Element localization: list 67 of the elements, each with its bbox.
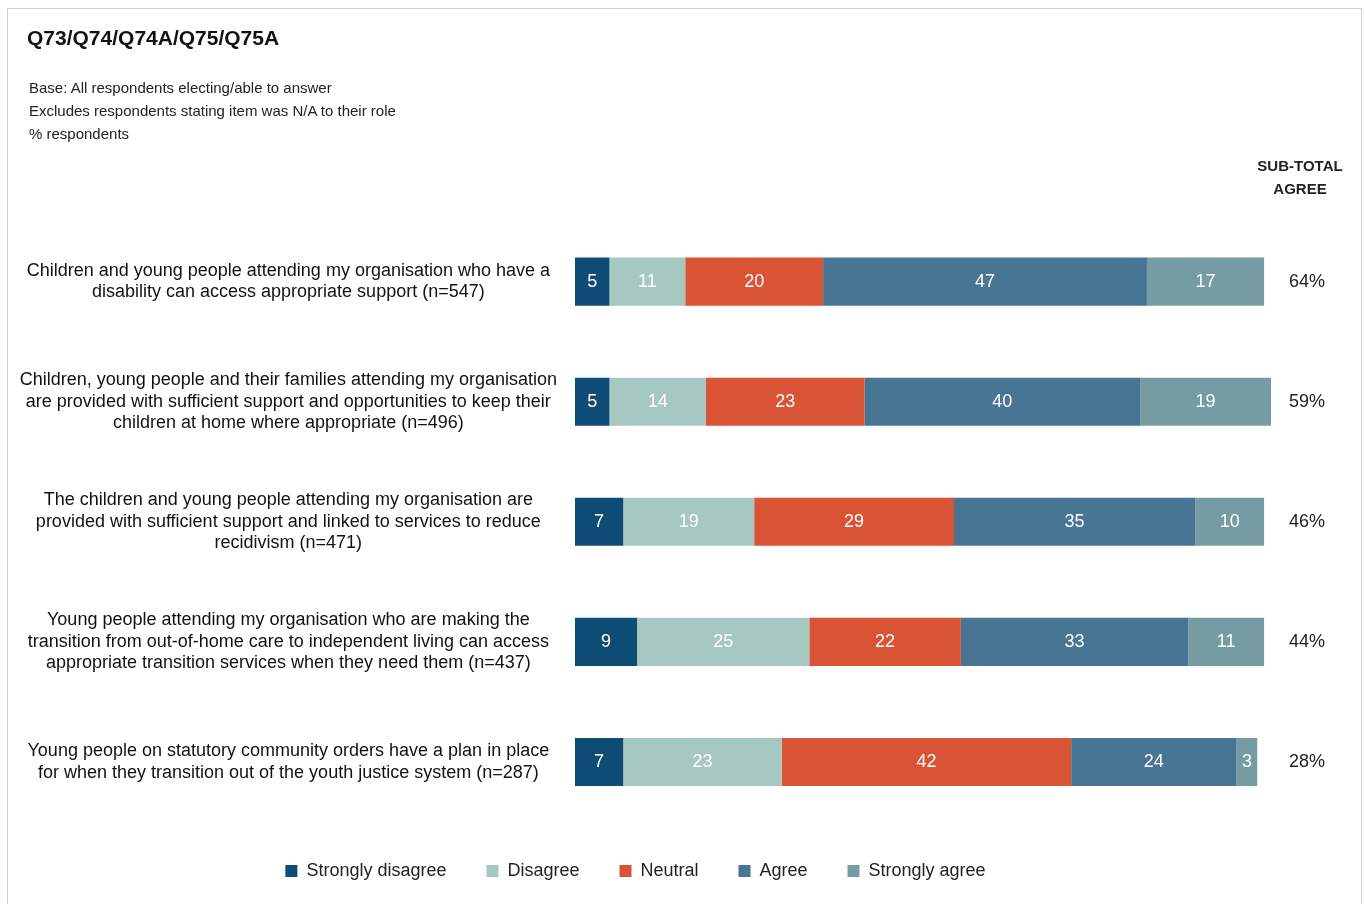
bar [781,737,1072,786]
legend-label: Agree [759,859,808,880]
bar [1188,617,1265,666]
bar [1071,737,1237,786]
bar [823,257,1147,306]
bar [609,257,686,306]
legend-label: Disagree [507,859,580,880]
data-label: 14 [647,390,668,411]
text: 64% [1289,270,1326,291]
data-label: 11 [638,270,657,291]
data-label: 10 [1219,510,1240,531]
bar [754,497,955,546]
bar [685,257,824,306]
data-label: 19 [678,510,699,531]
bar [864,377,1141,426]
bar [575,257,610,306]
y-tick-label: Children and young people attending my organisation who have a disability can access appropriate support (n=547) [26,259,551,302]
text: Base: All respondents electing/able to answer Excludes respondents stating item was N/A to their role % respondents [29,78,396,144]
text: 59% [1289,390,1326,411]
text: 28% [1289,750,1326,771]
data-label: 11 [1216,630,1236,651]
bar [609,377,706,426]
data-label: 35 [1064,510,1085,531]
legend-label: Strongly disagree [306,859,447,880]
legend-label: Strongly agree [868,859,986,880]
bar [809,617,961,666]
data-label: 23 [775,390,796,411]
text: 44% [1289,630,1326,651]
data-label: 22 [875,630,896,651]
text: SUB-TOTAL AGREE [1256,156,1344,199]
bar [705,377,865,426]
bar [623,737,782,786]
data-label: 20 [744,270,765,291]
data-label: 19 [1195,390,1216,411]
data-label: 3 [1241,750,1252,771]
bar [1146,257,1265,306]
data-label: 25 [713,630,734,651]
data-label: 17 [1195,270,1216,291]
data-label: 24 [1143,750,1164,771]
bar [960,617,1189,666]
bar [575,737,624,786]
legend-label: Neutral [640,859,699,880]
bar [954,497,1196,546]
bar [1195,497,1265,546]
y-tick-label: Young people attending my organisation who are making the transition from out-of-home care to independent living can access appropriate transition services when they need them (n=437) [27,609,549,673]
data-label: 9 [601,630,612,651]
data-label: 7 [594,510,605,531]
data-label: 23 [692,750,713,771]
bar [623,497,755,546]
data-label: 5 [587,390,598,411]
bar [575,497,624,546]
bar [1140,377,1271,426]
data-label: 42 [916,750,937,771]
y-tick-label: The children and young people attending my organisation are provided with sufficient support and linked to services to reduce recidivism (n=471) [35,489,541,553]
y-tick-label: Children, young people and their families attending my organisation are provided with sufficient support and opportunities to keep their children at home where appropriate (n=496) [19,369,557,433]
data-label: 33 [1064,630,1085,651]
data-label: 47 [975,270,996,291]
data-label: 29 [844,510,865,531]
data-label: 7 [594,750,605,771]
text: 46% [1289,510,1326,531]
bar [575,377,610,426]
data-label: 5 [587,270,598,291]
data-label: 40 [992,390,1013,411]
text: Q73/Q74/Q74A/Q75/Q75A [27,26,280,50]
y-tick-label: Young people on statutory community orders have a plan in place for when they transition out of the youth justice system (n=287) [27,740,550,782]
bar [575,617,638,666]
bar [637,617,810,666]
